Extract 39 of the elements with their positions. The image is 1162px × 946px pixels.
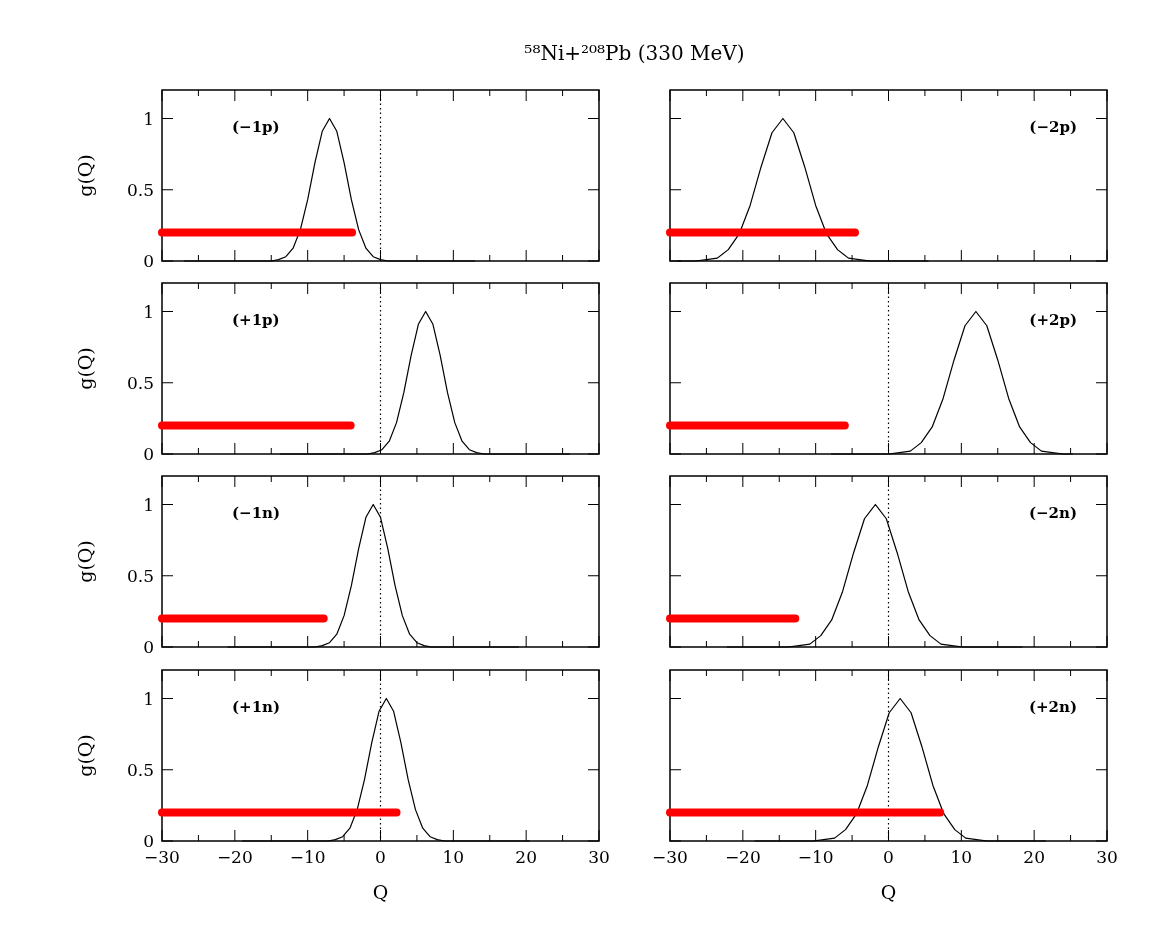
annotation: (+2p)	[1029, 311, 1077, 329]
x-tick-label: 0	[375, 847, 386, 867]
x-tick-label: −30	[652, 847, 688, 867]
annotation: (−2p)	[1029, 118, 1077, 136]
y-axis-title: g(Q)	[74, 347, 96, 390]
y-tick-label: 0	[143, 444, 154, 464]
annotation: (+2n)	[1028, 698, 1077, 716]
annotation: (+1p)	[232, 311, 280, 329]
x-tick-label: −10	[797, 847, 834, 867]
y-axis-title: g(Q)	[74, 154, 96, 197]
y-axis-title: g(Q)	[74, 734, 96, 777]
x-tick-label: 30	[588, 847, 610, 867]
chart-title: ⁵⁸Ni+²⁰⁸Pb (330 MeV)	[524, 41, 745, 65]
annotation: (−1n)	[232, 504, 281, 522]
x-tick-label: −10	[289, 847, 326, 867]
x-tick-label: 10	[950, 847, 973, 867]
y-tick-label: 0.5	[126, 759, 154, 780]
annotation: (−2n)	[1028, 504, 1077, 522]
annotation: (+1n)	[232, 698, 281, 716]
y-tick-label: 0.5	[126, 565, 154, 586]
y-tick-label: 0	[143, 637, 154, 657]
x-tick-label: −20	[216, 847, 253, 867]
x-tick-label: 0	[883, 847, 894, 867]
y-tick-label: 0	[143, 251, 154, 271]
y-axis-title: g(Q)	[74, 540, 96, 583]
y-tick-label: 0.5	[126, 179, 154, 200]
x-axis-title: Q	[372, 881, 389, 903]
x-tick-label: −20	[724, 847, 761, 867]
y-tick-label: 1	[143, 688, 154, 709]
x-axis-title: Q	[880, 881, 897, 903]
y-tick-label: 1	[143, 108, 154, 129]
x-tick-label: 20	[1023, 847, 1045, 867]
y-tick-label: 0.5	[126, 372, 154, 393]
annotation: (−1p)	[232, 118, 280, 136]
x-tick-label: 20	[515, 847, 537, 867]
y-tick-label: 1	[143, 494, 154, 515]
y-tick-label: 1	[143, 301, 154, 322]
x-tick-label: 30	[1096, 847, 1118, 867]
x-tick-label: 10	[442, 847, 465, 867]
